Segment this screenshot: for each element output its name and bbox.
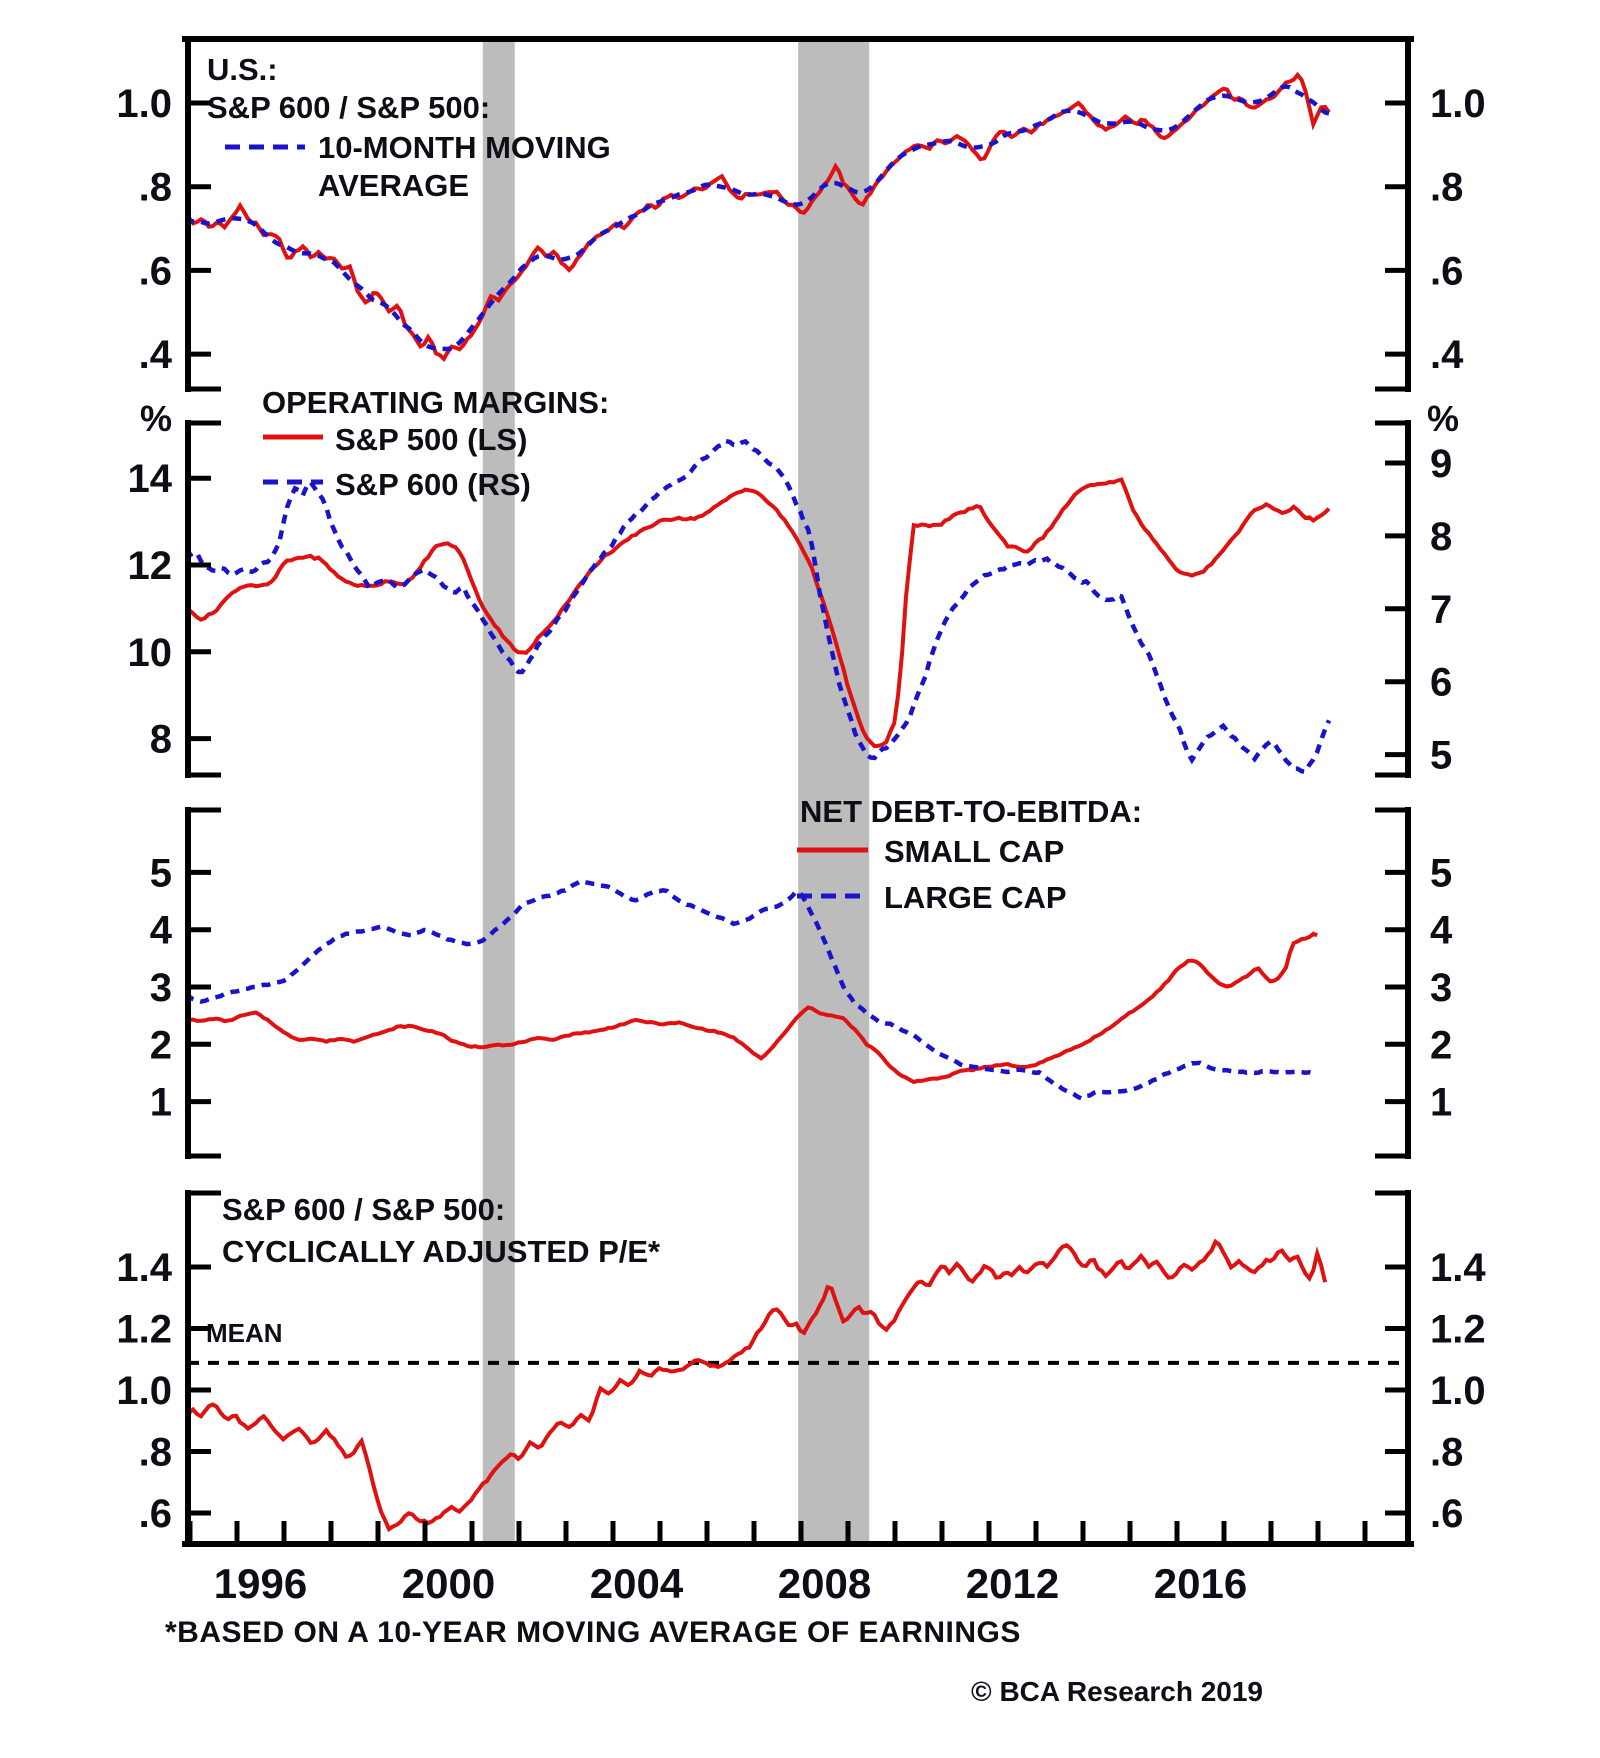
y-tick-label-left: 1.2	[116, 1308, 172, 1352]
series-line-small-cap-net-debt-to-ebitda	[188, 931, 1318, 1085]
y-tick-label-right: 8	[1430, 515, 1452, 559]
y-tick-label-right: 5	[1430, 734, 1452, 778]
y-tick-label-left: 2	[150, 1023, 172, 1067]
panel2-unit-left: %	[140, 398, 172, 439]
recession-band	[482, 39, 515, 1544]
series-line-large-cap-net-debt-to-ebitda	[188, 878, 1318, 1102]
copyright: © BCA Research 2019	[971, 1676, 1263, 1707]
x-year-label: 2004	[590, 1560, 684, 1607]
x-year-label: 2012	[966, 1560, 1059, 1607]
y-tick-label-right: 6	[1430, 661, 1452, 705]
y-tick-label-right: .8	[1430, 166, 1463, 210]
y-tick-label-right: 1.4	[1430, 1246, 1486, 1290]
series-line-10-month-moving-average	[188, 84, 1330, 352]
y-tick-label-right: 3	[1430, 966, 1452, 1010]
y-tick-label-left: 14	[128, 457, 173, 501]
panel1-title-line1: U.S.:	[207, 52, 278, 87]
series-line-s-p-600-s-p-500-cyclically-adjusted-p-e	[188, 1238, 1328, 1533]
panel2-legend-sp500: S&P 500 (LS)	[335, 422, 527, 457]
panel1-title-line2: S&P 600 / S&P 500:	[207, 90, 490, 125]
x-year-label: 1996	[214, 1560, 307, 1607]
y-tick-label-left: 10	[128, 631, 173, 675]
panel4-title-line1: S&P 600 / S&P 500:	[222, 1192, 505, 1227]
y-tick-label-left: .4	[139, 333, 173, 377]
y-tick-label-left: .8	[139, 166, 172, 210]
y-tick-label-left: .6	[139, 249, 172, 293]
y-tick-label-right: 5	[1430, 851, 1452, 895]
y-tick-label-left: .6	[139, 1492, 172, 1536]
y-tick-label-left: 12	[128, 544, 173, 588]
panel1-legend-ma-line2: AVERAGE	[318, 168, 469, 203]
x-year-label: 2008	[778, 1560, 871, 1607]
y-tick-label-right: 1.0	[1430, 82, 1486, 126]
y-tick-label-left: 5	[150, 851, 172, 895]
y-tick-label-left: 1.4	[116, 1246, 172, 1290]
panel3-legend-smallcap: SMALL CAP	[884, 834, 1064, 869]
panel4-title-line2: CYCLICALLY ADJUSTED P/E*	[222, 1234, 661, 1269]
y-tick-label-right: 1	[1430, 1081, 1452, 1125]
y-tick-label-right: 2	[1430, 1023, 1452, 1067]
y-tick-label-left: 1	[150, 1081, 172, 1125]
y-tick-label-right: .4	[1430, 333, 1464, 377]
x-year-label: 2000	[402, 1560, 495, 1607]
footnote: *BASED ON A 10-YEAR MOVING AVERAGE OF EA…	[165, 1616, 1021, 1649]
y-tick-label-left: 8	[150, 718, 172, 762]
y-tick-label-left: .8	[139, 1431, 172, 1475]
panel2-title: OPERATING MARGINS:	[262, 385, 609, 420]
y-tick-label-right: .8	[1430, 1431, 1463, 1475]
y-tick-label-right: 9	[1430, 442, 1452, 486]
series-line-s-p-500-operating-margin	[188, 477, 1331, 749]
y-tick-label-right: 4	[1430, 909, 1453, 953]
y-tick-label-right: 1.0	[1430, 1369, 1486, 1413]
panel3-legend-largecap: LARGE CAP	[884, 880, 1067, 915]
x-year-label: 2016	[1154, 1560, 1247, 1607]
panel3-title: NET DEBT-TO-EBITDA:	[800, 794, 1142, 829]
panel2-unit-right: %	[1427, 398, 1459, 439]
y-tick-label-left: 1.0	[116, 82, 172, 126]
y-tick-label-left: 3	[150, 966, 172, 1010]
panel1-legend-ma-line1: 10-MONTH MOVING	[318, 130, 611, 165]
y-tick-label-left: 4	[150, 909, 173, 953]
y-tick-label-right: 1.2	[1430, 1308, 1486, 1352]
y-tick-label-right: 7	[1430, 588, 1452, 632]
recession-band	[798, 39, 870, 1544]
series-line-s-p-600-s-p-500-ratio	[188, 71, 1331, 362]
y-tick-label-right: .6	[1430, 1492, 1463, 1536]
y-tick-label-left: 1.0	[116, 1369, 172, 1413]
mean-label: MEAN	[206, 1318, 283, 1348]
panel2-legend-sp600: S&P 600 (RS)	[335, 467, 531, 502]
y-tick-label-right: .6	[1430, 249, 1463, 293]
series-line-s-p-600-operating-margin	[188, 438, 1332, 774]
